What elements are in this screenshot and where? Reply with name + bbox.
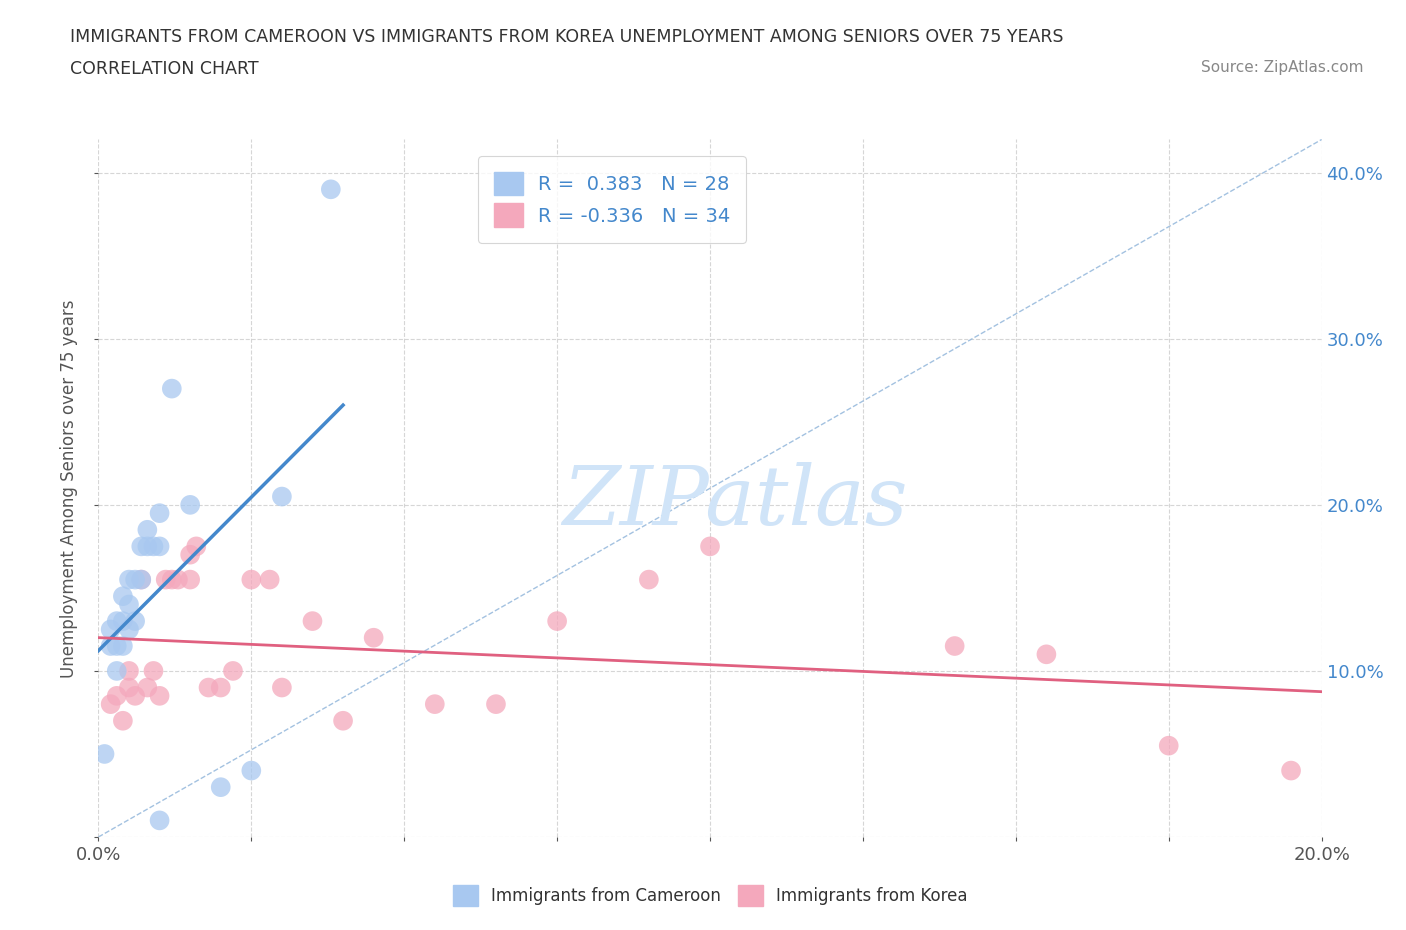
Point bbox=[1157, 738, 1180, 753]
Point bbox=[149, 813, 172, 828]
Point bbox=[93, 747, 115, 762]
Point bbox=[197, 680, 219, 695]
Point bbox=[142, 539, 165, 554]
Text: CORRELATION CHART: CORRELATION CHART bbox=[70, 60, 259, 78]
Point bbox=[332, 713, 354, 728]
Point bbox=[423, 697, 446, 711]
Text: IMMIGRANTS FROM CAMEROON VS IMMIGRANTS FROM KOREA UNEMPLOYMENT AMONG SENIORS OVE: IMMIGRANTS FROM CAMEROON VS IMMIGRANTS F… bbox=[70, 28, 1064, 46]
Point bbox=[149, 506, 172, 521]
Point bbox=[259, 572, 281, 587]
Point bbox=[155, 572, 177, 587]
Point bbox=[100, 622, 122, 637]
Point bbox=[111, 614, 134, 629]
Point bbox=[105, 639, 128, 654]
Point bbox=[637, 572, 661, 587]
Point bbox=[136, 539, 159, 554]
Point bbox=[943, 639, 966, 654]
Point bbox=[100, 697, 122, 711]
Point bbox=[111, 639, 134, 654]
Point bbox=[240, 572, 263, 587]
Point bbox=[1035, 647, 1057, 662]
Point bbox=[124, 688, 146, 703]
Point bbox=[136, 680, 159, 695]
Point bbox=[118, 622, 141, 637]
Point bbox=[118, 597, 141, 612]
Point bbox=[179, 547, 201, 562]
Point bbox=[485, 697, 508, 711]
Point bbox=[222, 663, 245, 678]
Point bbox=[546, 614, 568, 629]
Point bbox=[699, 539, 721, 554]
Point bbox=[149, 539, 172, 554]
Point bbox=[149, 688, 172, 703]
Point bbox=[105, 688, 128, 703]
Point bbox=[319, 182, 342, 197]
Point bbox=[100, 639, 122, 654]
Point bbox=[301, 614, 323, 629]
Point bbox=[129, 572, 152, 587]
Point bbox=[160, 572, 183, 587]
Point bbox=[136, 523, 159, 538]
Point bbox=[179, 572, 201, 587]
Point bbox=[142, 663, 165, 678]
Point bbox=[160, 381, 183, 396]
Point bbox=[118, 572, 141, 587]
Point bbox=[111, 589, 134, 604]
Text: ZIPatlas: ZIPatlas bbox=[562, 462, 907, 542]
Point bbox=[105, 663, 128, 678]
Text: Source: ZipAtlas.com: Source: ZipAtlas.com bbox=[1201, 60, 1364, 75]
Point bbox=[209, 680, 232, 695]
Point bbox=[363, 631, 385, 645]
Point bbox=[186, 539, 208, 554]
Point bbox=[118, 680, 141, 695]
Point bbox=[179, 498, 201, 512]
Point bbox=[105, 614, 128, 629]
Point bbox=[270, 489, 292, 504]
Point bbox=[167, 572, 190, 587]
Point bbox=[118, 663, 141, 678]
Y-axis label: Unemployment Among Seniors over 75 years: Unemployment Among Seniors over 75 years bbox=[60, 299, 79, 677]
Legend: Immigrants from Cameroon, Immigrants from Korea: Immigrants from Cameroon, Immigrants fro… bbox=[446, 879, 974, 912]
Point bbox=[240, 764, 263, 778]
Point bbox=[270, 680, 292, 695]
Point bbox=[129, 539, 152, 554]
Point bbox=[124, 614, 146, 629]
Point bbox=[129, 572, 152, 587]
Point bbox=[209, 779, 232, 794]
Point bbox=[111, 713, 134, 728]
Point bbox=[1279, 764, 1302, 778]
Point bbox=[124, 572, 146, 587]
